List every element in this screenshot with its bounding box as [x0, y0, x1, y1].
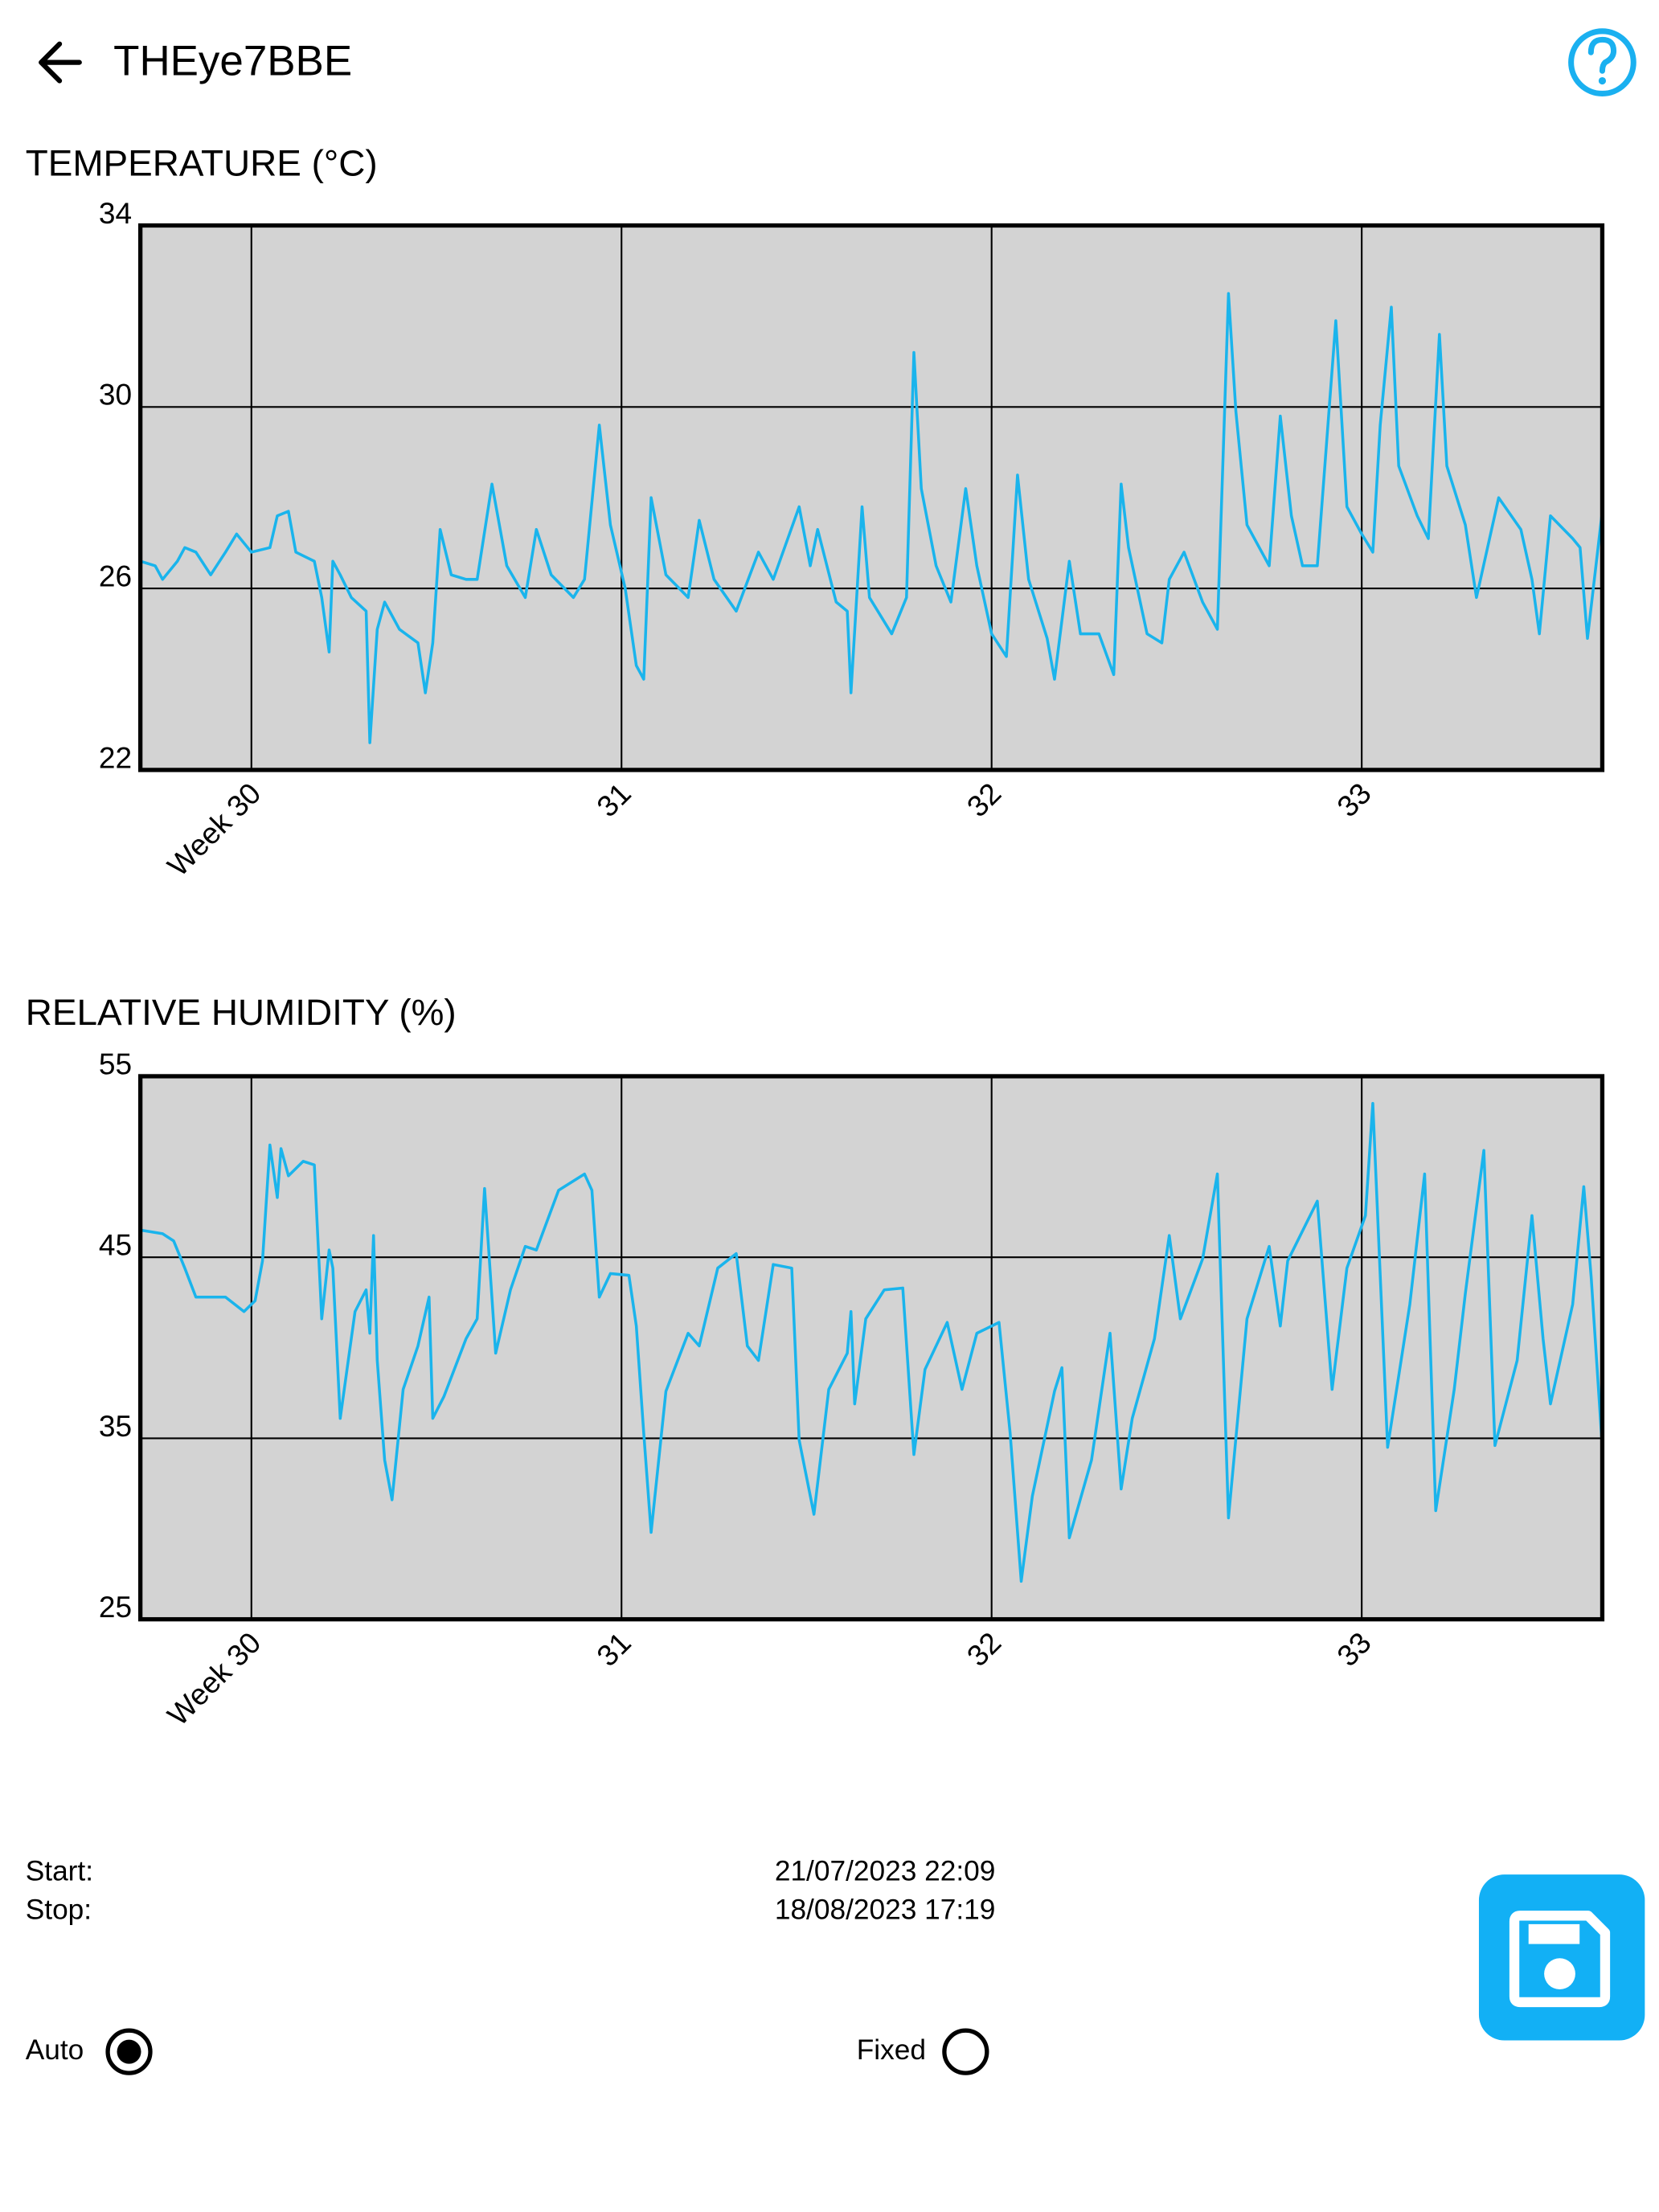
- help-button[interactable]: [1568, 28, 1636, 96]
- x-tick-label: 31: [590, 1625, 637, 1673]
- fixed-label: Fixed: [857, 2034, 926, 2066]
- plot-area: [140, 225, 1603, 770]
- chart-title: RELATIVE HUMIDITY (%): [26, 991, 457, 1033]
- chart-title: TEMPERATURE (°C): [26, 142, 378, 184]
- help-glyph[interactable]: [1587, 36, 1617, 74]
- help-circle[interactable]: [1568, 28, 1636, 96]
- auto-radio[interactable]: [105, 2028, 153, 2075]
- stop-value: 18/08/2023 17:19: [775, 1894, 996, 1925]
- plot-area: [140, 1075, 1603, 1620]
- plot-frame: [137, 1074, 1605, 1622]
- radio-dot[interactable]: [117, 2039, 141, 2064]
- fixed-radio[interactable]: [942, 2028, 989, 2075]
- save-background[interactable]: [1478, 1874, 1645, 2041]
- data-line: [140, 292, 1604, 744]
- help-dot[interactable]: [1598, 76, 1607, 85]
- chart: RELATIVE HUMIDITY (%) 25 35 45 55 Week 30 31 32…: [26, 991, 1605, 1732]
- stop-label: Stop:: [26, 1894, 92, 1925]
- save-icon-label[interactable]: [1528, 1923, 1580, 1944]
- y-tick-label: 22: [99, 740, 132, 774]
- x-tick-label: 32: [960, 776, 1007, 823]
- save-button[interactable]: [1478, 1874, 1645, 2041]
- start-value: 21/07/2023 22:09: [775, 1856, 996, 1887]
- radio-ring[interactable]: [942, 2028, 989, 2075]
- y-tick-label: 30: [99, 378, 132, 412]
- y-tick-label: 26: [99, 559, 132, 593]
- x-tick-label: 32: [960, 1625, 1007, 1673]
- plot-frame: [137, 223, 1605, 772]
- radio-ring[interactable]: [105, 2028, 153, 2075]
- save-icon-body[interactable]: [1509, 1911, 1611, 2008]
- x-tick-label: 31: [590, 776, 637, 823]
- y-tick-label: 34: [99, 196, 132, 230]
- back-arrow[interactable]: [39, 41, 82, 84]
- x-tick-label: 33: [1330, 776, 1378, 823]
- y-tick-label: 55: [99, 1047, 132, 1080]
- page-title: THEye7BBE: [113, 37, 352, 84]
- y-tick-label: 35: [99, 1409, 132, 1443]
- data-line: [140, 1101, 1604, 1583]
- x-tick-label: Week 30: [161, 1625, 268, 1732]
- start-label: Start:: [26, 1856, 93, 1887]
- y-tick-label: 25: [99, 1590, 132, 1624]
- auto-label: Auto: [26, 2034, 84, 2066]
- back-button[interactable]: [39, 41, 82, 84]
- x-tick-label: 33: [1330, 1625, 1378, 1673]
- chart: TEMPERATURE (°C) 22 26 30 34 Week 30 31 32 33: [26, 142, 1605, 883]
- x-tick-label: Week 30: [161, 776, 268, 883]
- save-icon-disc[interactable]: [1544, 1958, 1575, 1990]
- y-tick-label: 45: [99, 1228, 132, 1262]
